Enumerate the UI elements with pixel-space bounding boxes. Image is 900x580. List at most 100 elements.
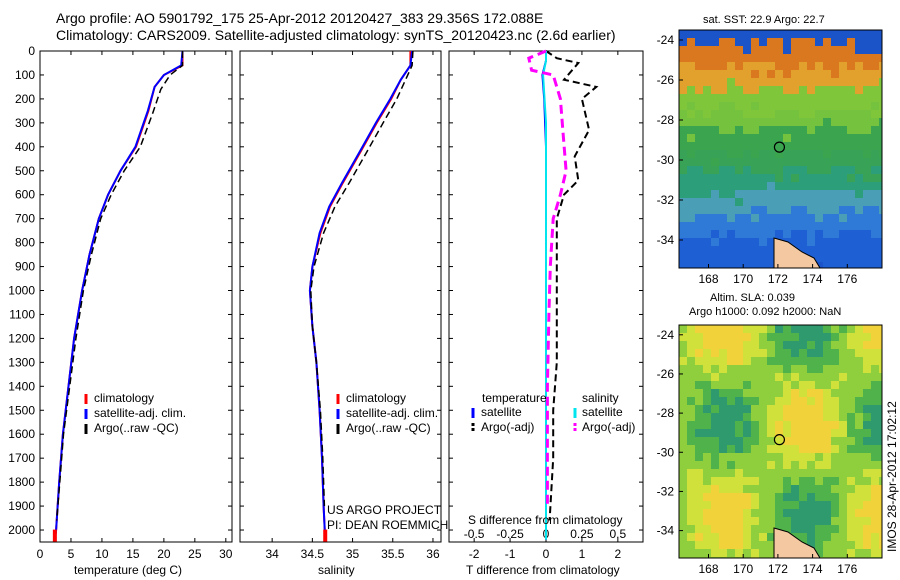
m2-cell xyxy=(719,365,728,374)
m1-cell xyxy=(879,262,882,268)
m2-cell xyxy=(839,525,848,534)
m2-cell xyxy=(807,365,816,374)
m2-cell xyxy=(679,413,688,422)
m2-cell xyxy=(871,533,880,542)
m2-cell xyxy=(823,525,832,534)
m2-cell xyxy=(727,437,736,446)
m1-cell xyxy=(791,158,800,167)
m1-cell xyxy=(711,254,720,263)
m1-cell xyxy=(783,62,792,71)
m2-cell xyxy=(727,429,736,438)
m2-cell xyxy=(815,325,824,334)
m1-cell xyxy=(839,62,848,71)
m1-cell xyxy=(767,38,776,47)
m1-cell xyxy=(871,182,880,191)
m2-cell xyxy=(855,421,864,430)
m2-cell xyxy=(831,333,840,342)
m1-cell xyxy=(751,158,760,167)
m1-cell xyxy=(879,150,882,159)
m2-cell xyxy=(711,437,720,446)
m2-cell xyxy=(703,509,712,518)
m1-cell xyxy=(839,254,848,263)
m1-cell xyxy=(759,198,768,207)
m1-cell xyxy=(759,134,768,143)
m2-cell xyxy=(807,413,816,422)
m1-cell xyxy=(719,206,728,215)
m1-cell xyxy=(855,62,864,71)
m1-cell xyxy=(871,214,880,223)
m2-cell xyxy=(807,421,816,430)
m1-cell xyxy=(847,214,856,223)
m1-cell xyxy=(687,118,696,127)
m2-cell xyxy=(871,421,880,430)
m1-cell xyxy=(767,262,776,268)
m1-cell xyxy=(703,118,712,127)
m1-cell xyxy=(767,62,776,71)
m1-cell xyxy=(863,110,872,119)
m2-cell xyxy=(687,445,696,454)
m1-cell xyxy=(863,182,872,191)
m2-cell xyxy=(783,421,792,430)
m2-cell xyxy=(775,381,784,390)
m2-cell xyxy=(775,421,784,430)
m1-cell xyxy=(879,198,882,207)
p3-xtick-label: -1 xyxy=(505,547,516,561)
m1-cell xyxy=(687,198,696,207)
m1-cell xyxy=(815,206,824,215)
m1-cell xyxy=(839,246,848,255)
m1-cell xyxy=(711,214,720,223)
m2-cell xyxy=(799,437,808,446)
m2-cell xyxy=(687,525,696,534)
m2-cell xyxy=(759,357,768,366)
m1-cell xyxy=(711,110,720,119)
m1-cell xyxy=(815,190,824,199)
m1-cell xyxy=(847,62,856,71)
m1-cell xyxy=(831,206,840,215)
m2-cell xyxy=(679,501,688,510)
m2-cell xyxy=(743,493,752,502)
m1-cell xyxy=(703,94,712,103)
m1-cell xyxy=(799,86,808,95)
m1-cell xyxy=(879,86,882,95)
m2-cell xyxy=(879,365,882,374)
m2-cell xyxy=(839,541,848,550)
m1-cell xyxy=(759,222,768,231)
m2-cell xyxy=(727,509,736,518)
m1-cell xyxy=(847,166,856,175)
m1-cell xyxy=(799,30,808,39)
m1-cell xyxy=(799,94,808,103)
m1-cell xyxy=(831,46,840,55)
m1-cell xyxy=(839,198,848,207)
m1-cell xyxy=(751,214,760,223)
m2-cell xyxy=(703,381,712,390)
m2-cell xyxy=(855,549,864,558)
m1-cell xyxy=(791,150,800,159)
m2-cell xyxy=(831,421,840,430)
m2-cell xyxy=(743,405,752,414)
m1-cell xyxy=(871,78,880,87)
m2-cell xyxy=(695,397,704,406)
m1-cell xyxy=(807,214,816,223)
m2-cell xyxy=(863,429,872,438)
m2-cell xyxy=(855,349,864,358)
m1-cell xyxy=(791,198,800,207)
m2-cell xyxy=(847,453,856,462)
m2-cell xyxy=(847,477,856,486)
m2-cell xyxy=(855,501,864,510)
m2-cell xyxy=(751,413,760,422)
m1-cell xyxy=(823,62,832,71)
m1-cell xyxy=(839,174,848,183)
m1-cell xyxy=(767,126,776,135)
m1-cell xyxy=(871,158,880,167)
m1-cell xyxy=(719,222,728,231)
m1-cell xyxy=(799,118,808,127)
credit-pi: PI: DEAN ROEMMICH xyxy=(327,518,449,532)
m1-cell xyxy=(679,70,688,79)
m2-cell xyxy=(839,325,848,334)
m2-cell xyxy=(815,509,824,518)
m2-cell xyxy=(879,541,882,550)
m1-cell xyxy=(815,182,824,191)
m2-cell xyxy=(783,373,792,382)
m1-cell xyxy=(679,94,688,103)
m1-cell xyxy=(831,166,840,175)
